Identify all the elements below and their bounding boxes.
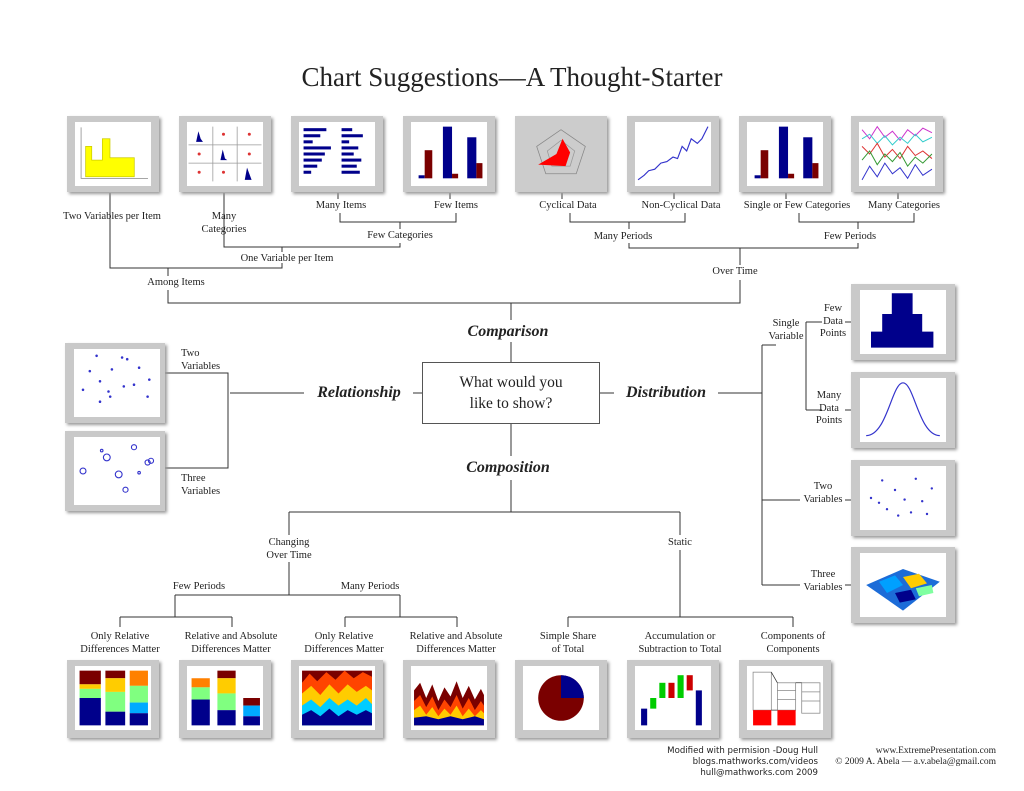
- label-few-categories: Few Categories: [367, 230, 433, 241]
- label-few-items: Few Items: [433, 200, 479, 211]
- label-few-data-points: Few Data Points: [819, 303, 847, 339]
- label-components: Components of Components: [760, 631, 826, 655]
- thumb-scatter-two-variables: [65, 343, 165, 423]
- thumb-stacked-area: [403, 660, 495, 738]
- thumb-column-histogram: [851, 284, 955, 360]
- label-single-variable: Single Variable: [768, 318, 804, 342]
- label-relationship-two-variables: Two Variables: [181, 348, 221, 372]
- thumb-multi-line: [851, 116, 943, 192]
- label-many-categories: Many Categories: [201, 211, 247, 235]
- label-comp-few-periods: Few Periods: [172, 581, 226, 592]
- page-title: Chart Suggestions—A Thought-Starter: [301, 62, 723, 92]
- footer-left-link[interactable]: blogs.mathworks.com/videos: [692, 757, 818, 767]
- footer-left-line: Modified with permision -Doug Hull: [667, 746, 818, 756]
- thumb-column-time: [739, 116, 831, 192]
- thumb-line-non-cyclical: [627, 116, 719, 192]
- category-composition: Composition: [463, 459, 553, 477]
- footer-left-email[interactable]: hull@mathworks.com 2009: [700, 768, 818, 778]
- question-text: What would you like to show?: [459, 374, 563, 412]
- label-simple-share: Simple Share of Total: [539, 631, 597, 655]
- footer-credits-left: Modified with permision -Doug Hull blogs…: [600, 746, 818, 779]
- thumb-stacked-100-column: [67, 660, 159, 738]
- footer-right-copyright: © 2009 A. Abela — a.v.abela@gmail.com: [835, 757, 996, 767]
- label-among-items: Among Items: [147, 277, 205, 288]
- label-comp-many-periods: Many Periods: [340, 581, 400, 592]
- footer-credits-right: www.ExtremePresentation.com © 2009 A. Ab…: [780, 746, 996, 768]
- label-two-variables-per-item: Two Variables per Item: [63, 211, 161, 222]
- thumb-variable-width-column: [67, 116, 159, 192]
- question-box: What would you like to show?: [422, 362, 600, 424]
- label-many-items: Many Items: [315, 200, 367, 211]
- thumb-3d-area: [851, 547, 955, 623]
- thumb-pie: [515, 660, 607, 738]
- label-single-or-few-categories: Single or Few Categories: [743, 200, 851, 211]
- label-only-relative-many: Only Relative Differences Matter: [304, 631, 384, 655]
- label-non-cyclical-data: Non-Cyclical Data: [641, 200, 721, 211]
- thumb-stacked-100-area: [291, 660, 383, 738]
- thumb-stacked-100-with-subcomponents: [739, 660, 831, 738]
- thumb-bar-table: [291, 116, 383, 192]
- thumb-scatter-distribution: [851, 460, 955, 536]
- label-cyclical-data: Cyclical Data: [539, 200, 597, 211]
- thumb-column-few-items: [403, 116, 495, 192]
- thumb-stacked-column: [179, 660, 271, 738]
- label-few-periods: Few Periods: [823, 231, 877, 242]
- label-changing-over-time: Changing Over Time: [266, 537, 312, 561]
- label-rel-abs-many: Relative and Absolute Differences Matter: [409, 631, 503, 655]
- label-many-categories-time: Many Categories: [867, 200, 941, 211]
- label-distribution-two-variables: Two Variables: [803, 481, 843, 505]
- footer-right-website[interactable]: www.ExtremePresentation.com: [875, 746, 996, 756]
- label-accumulation: Accumulation or Subtraction to Total: [638, 631, 722, 655]
- thumb-line-histogram: [851, 372, 955, 448]
- label-one-variable-per-item: One Variable per Item: [240, 253, 334, 264]
- thumb-scatter-matrix: [179, 116, 271, 192]
- label-distribution-three-variables: Three Variables: [803, 569, 843, 593]
- label-static: Static: [668, 537, 692, 548]
- category-relationship: Relationship: [314, 384, 404, 402]
- category-distribution: Distribution: [622, 384, 710, 402]
- label-relationship-three-variables: Three Variables: [181, 473, 221, 497]
- category-comparison: Comparison: [464, 323, 552, 341]
- thumb-bubble-three-variables: [65, 431, 165, 511]
- label-many-data-points: Many Data Points: [815, 390, 843, 426]
- label-over-time: Over Time: [712, 266, 758, 277]
- label-rel-abs-few: Relative and Absolute Differences Matter: [184, 631, 278, 655]
- label-only-relative-few: Only Relative Differences Matter: [80, 631, 160, 655]
- thumb-waterfall: [627, 660, 719, 738]
- thumb-radar: [515, 116, 607, 192]
- label-many-periods: Many Periods: [593, 231, 653, 242]
